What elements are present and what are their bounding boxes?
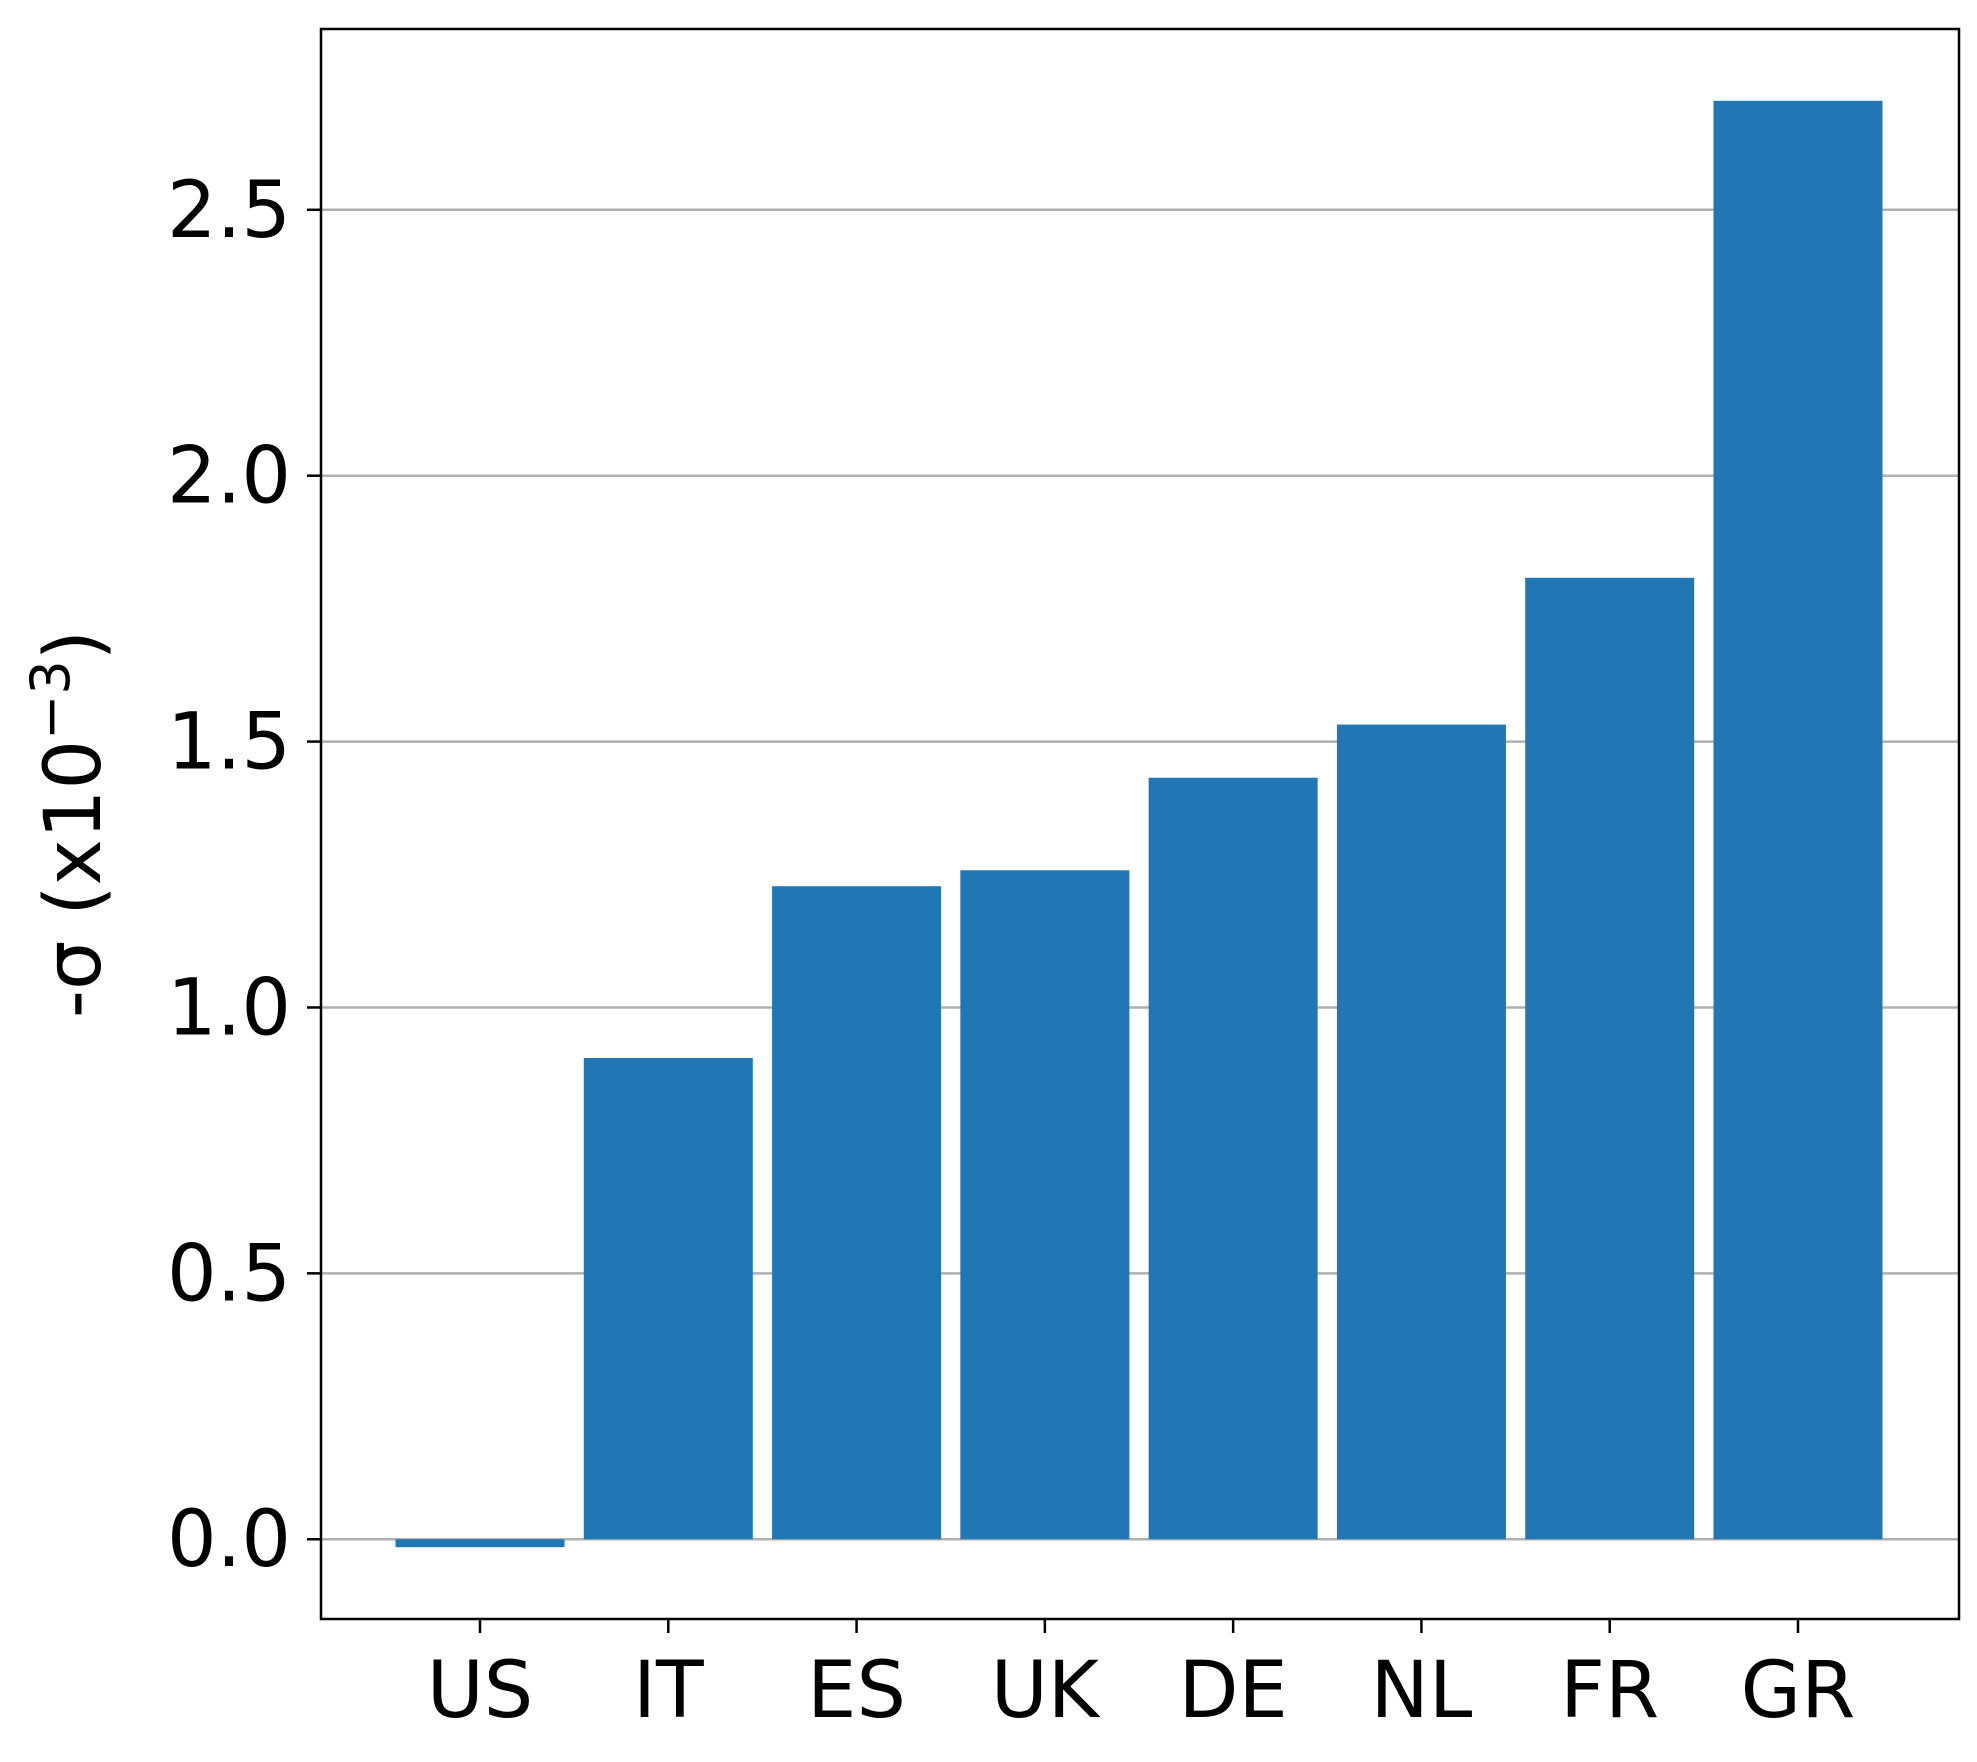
x-tick-label-gr: GR xyxy=(1741,1646,1856,1736)
x-tick-label-it: IT xyxy=(633,1646,704,1736)
y-tick-label: 1.0 xyxy=(167,963,291,1053)
y-tick-label: 0.5 xyxy=(167,1229,291,1319)
y-axis-label-close: ) xyxy=(29,630,119,660)
y-tick-label: 0.0 xyxy=(167,1495,291,1585)
x-tick-label-nl: NL xyxy=(1371,1646,1473,1736)
bar-nl xyxy=(1336,724,1506,1540)
x-tick-label-uk: UK xyxy=(991,1646,1101,1736)
bar-us xyxy=(395,1539,565,1548)
bar-fr xyxy=(1525,577,1695,1540)
bar-de xyxy=(1148,777,1318,1540)
y-tick-label: 2.0 xyxy=(167,432,291,522)
y-axis-label-main: -σ (x10 xyxy=(29,740,119,1018)
x-tick-label-de: DE xyxy=(1178,1646,1287,1736)
y-axis-label: -σ (x10−3) xyxy=(19,630,120,1018)
bar-es xyxy=(772,886,942,1540)
bar-uk xyxy=(960,870,1130,1540)
bars xyxy=(395,100,1883,1548)
x-tick-label-es: ES xyxy=(807,1646,906,1736)
y-tick-label: 2.5 xyxy=(167,166,291,256)
x-axis-ticks: US IT ES UK DE NL FR GR xyxy=(427,1619,1856,1736)
y-gridlines xyxy=(321,208,1959,1541)
plot-frame xyxy=(319,27,1961,1621)
y-tick-label: 1.5 xyxy=(167,698,291,788)
y-axis-ticks: 0.0 0.5 1.0 1.5 2.0 2.5 xyxy=(167,166,321,1585)
y-axis-label-exponent: −3 xyxy=(19,660,82,740)
bar-it xyxy=(583,1057,753,1540)
bar-gr xyxy=(1713,100,1883,1540)
x-tick-label-us: US xyxy=(427,1646,534,1736)
x-tick-label-fr: FR xyxy=(1560,1646,1659,1736)
